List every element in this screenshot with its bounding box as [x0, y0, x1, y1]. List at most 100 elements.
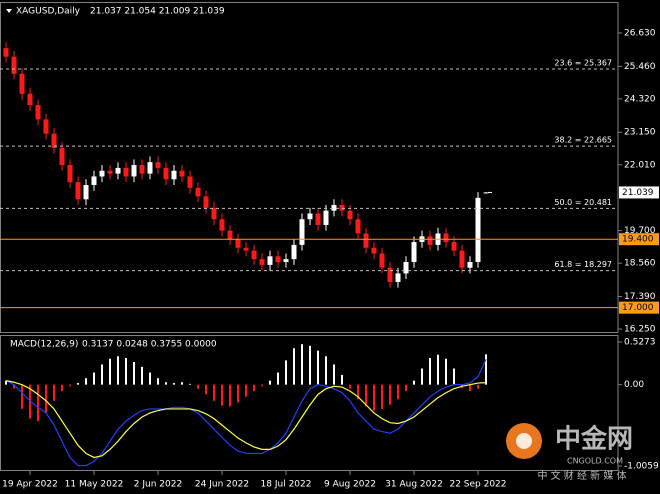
x-tick-label: 11 May 2022	[65, 480, 124, 490]
y-tick-label: 24.320	[624, 94, 656, 104]
macd-status: 0.3137 0.0248 0.3755 0.0000	[82, 340, 217, 350]
candle-body	[27, 93, 33, 106]
candle-body	[179, 170, 185, 177]
candle-body	[483, 192, 489, 194]
watermark-name: 中金网	[555, 424, 633, 455]
y-tick-label: 16.250	[624, 325, 656, 335]
candle-body	[291, 244, 297, 260]
menu-arrow	[6, 9, 12, 13]
candle-body	[259, 259, 265, 265]
price-title: XAGUSD,Daily	[16, 7, 81, 17]
candle-body	[363, 233, 369, 248]
y-tick-label: 22.010	[624, 160, 656, 170]
candle-body	[339, 204, 345, 211]
price-status: 21.037 21.054 21.009 21.039	[90, 7, 225, 17]
candle-body	[395, 273, 401, 282]
candle-body	[427, 236, 433, 245]
candle-body	[19, 73, 25, 94]
candle-body	[187, 176, 193, 188]
candle-body	[347, 210, 353, 220]
candle-body	[379, 253, 385, 268]
candle-body	[123, 167, 129, 177]
y-tick-label: 23.150	[624, 128, 656, 138]
x-tick-label: 19 Apr 2022	[2, 480, 58, 490]
fib-label: 61.8 = 18.297	[554, 260, 612, 269]
candle-body	[43, 119, 49, 134]
x-tick-label: 18 Jul 2022	[261, 480, 312, 490]
candle-body	[387, 267, 393, 282]
candle-body	[155, 162, 161, 168]
candle-body	[475, 197, 481, 263]
candle-body	[323, 210, 329, 225]
candle-body	[131, 165, 137, 177]
macd-title: MACD(12,26,9)	[10, 340, 78, 350]
logo-inner	[516, 433, 532, 449]
y-tick-label: 25.460	[624, 62, 656, 72]
fib-label: 50.0 = 20.481	[554, 198, 612, 207]
candle-body	[235, 239, 241, 248]
price-line-label: 19.400	[622, 235, 654, 245]
candle-body	[467, 262, 473, 268]
candle-body	[243, 247, 249, 251]
watermark-site: CNGOLD.COM	[567, 457, 623, 466]
price-line-label: 17.000	[622, 303, 654, 313]
y-tick-label: 26.630	[624, 29, 656, 39]
candle-body	[307, 213, 313, 220]
candle-body	[139, 165, 145, 174]
candle-body	[459, 250, 465, 268]
candle-body	[299, 219, 305, 245]
fib-label: 38.2 = 22.665	[554, 136, 612, 145]
macd-line	[5, 380, 487, 459]
price-panel-frame	[0, 2, 619, 333]
candle-body	[171, 170, 177, 180]
candle-body	[275, 256, 281, 263]
candle-body	[219, 219, 225, 231]
candle-body	[211, 207, 217, 220]
y-tick-label: 17.390	[624, 292, 656, 302]
watermark-slogan: 中 文 财 经 新 媒 体	[537, 469, 626, 482]
x-tick-label: 22 Sep 2022	[449, 480, 506, 490]
candle-body	[195, 187, 201, 197]
candle-body	[163, 167, 169, 180]
candle-body	[443, 233, 449, 243]
y-tick-label: 0.00	[624, 380, 644, 390]
x-tick-label: 9 Aug 2022	[324, 480, 376, 490]
y-tick-label: 0.5273	[624, 338, 656, 348]
candle-body	[147, 162, 153, 174]
candle-body	[75, 182, 81, 200]
x-tick-label: 2 Jun 2022	[134, 480, 182, 490]
y-tick-label: -1.0059	[624, 462, 659, 472]
candle-body	[67, 165, 73, 183]
price-line-box	[619, 301, 659, 314]
candle-body	[115, 167, 121, 174]
candle-body	[403, 262, 409, 274]
x-tick-label: 31 Aug 2022	[385, 480, 443, 490]
macd-panel-frame	[0, 335, 619, 471]
candle-body	[411, 242, 417, 263]
y-tick-label: 18.560	[624, 259, 656, 269]
candle-body	[59, 147, 65, 166]
x-tick-label: 24 Jun 2022	[195, 480, 249, 490]
candle-body	[91, 176, 97, 186]
y-tick-label: 19.700	[624, 226, 656, 236]
last-price-box	[619, 186, 659, 199]
candle-body	[203, 196, 209, 208]
candle-body	[331, 204, 337, 211]
candle-body	[355, 219, 361, 234]
candle-body	[107, 170, 113, 174]
candle-body	[251, 250, 257, 260]
candle-body	[35, 105, 41, 120]
candle-body	[315, 213, 321, 225]
price-line-box	[619, 233, 659, 246]
candle-body	[11, 56, 17, 74]
candle-body	[99, 170, 105, 177]
candle-body	[83, 185, 89, 200]
candle-body	[371, 247, 377, 254]
candle-body	[267, 256, 273, 265]
candle-body	[283, 259, 289, 263]
candle-body	[451, 242, 457, 251]
candle-body	[3, 48, 9, 57]
